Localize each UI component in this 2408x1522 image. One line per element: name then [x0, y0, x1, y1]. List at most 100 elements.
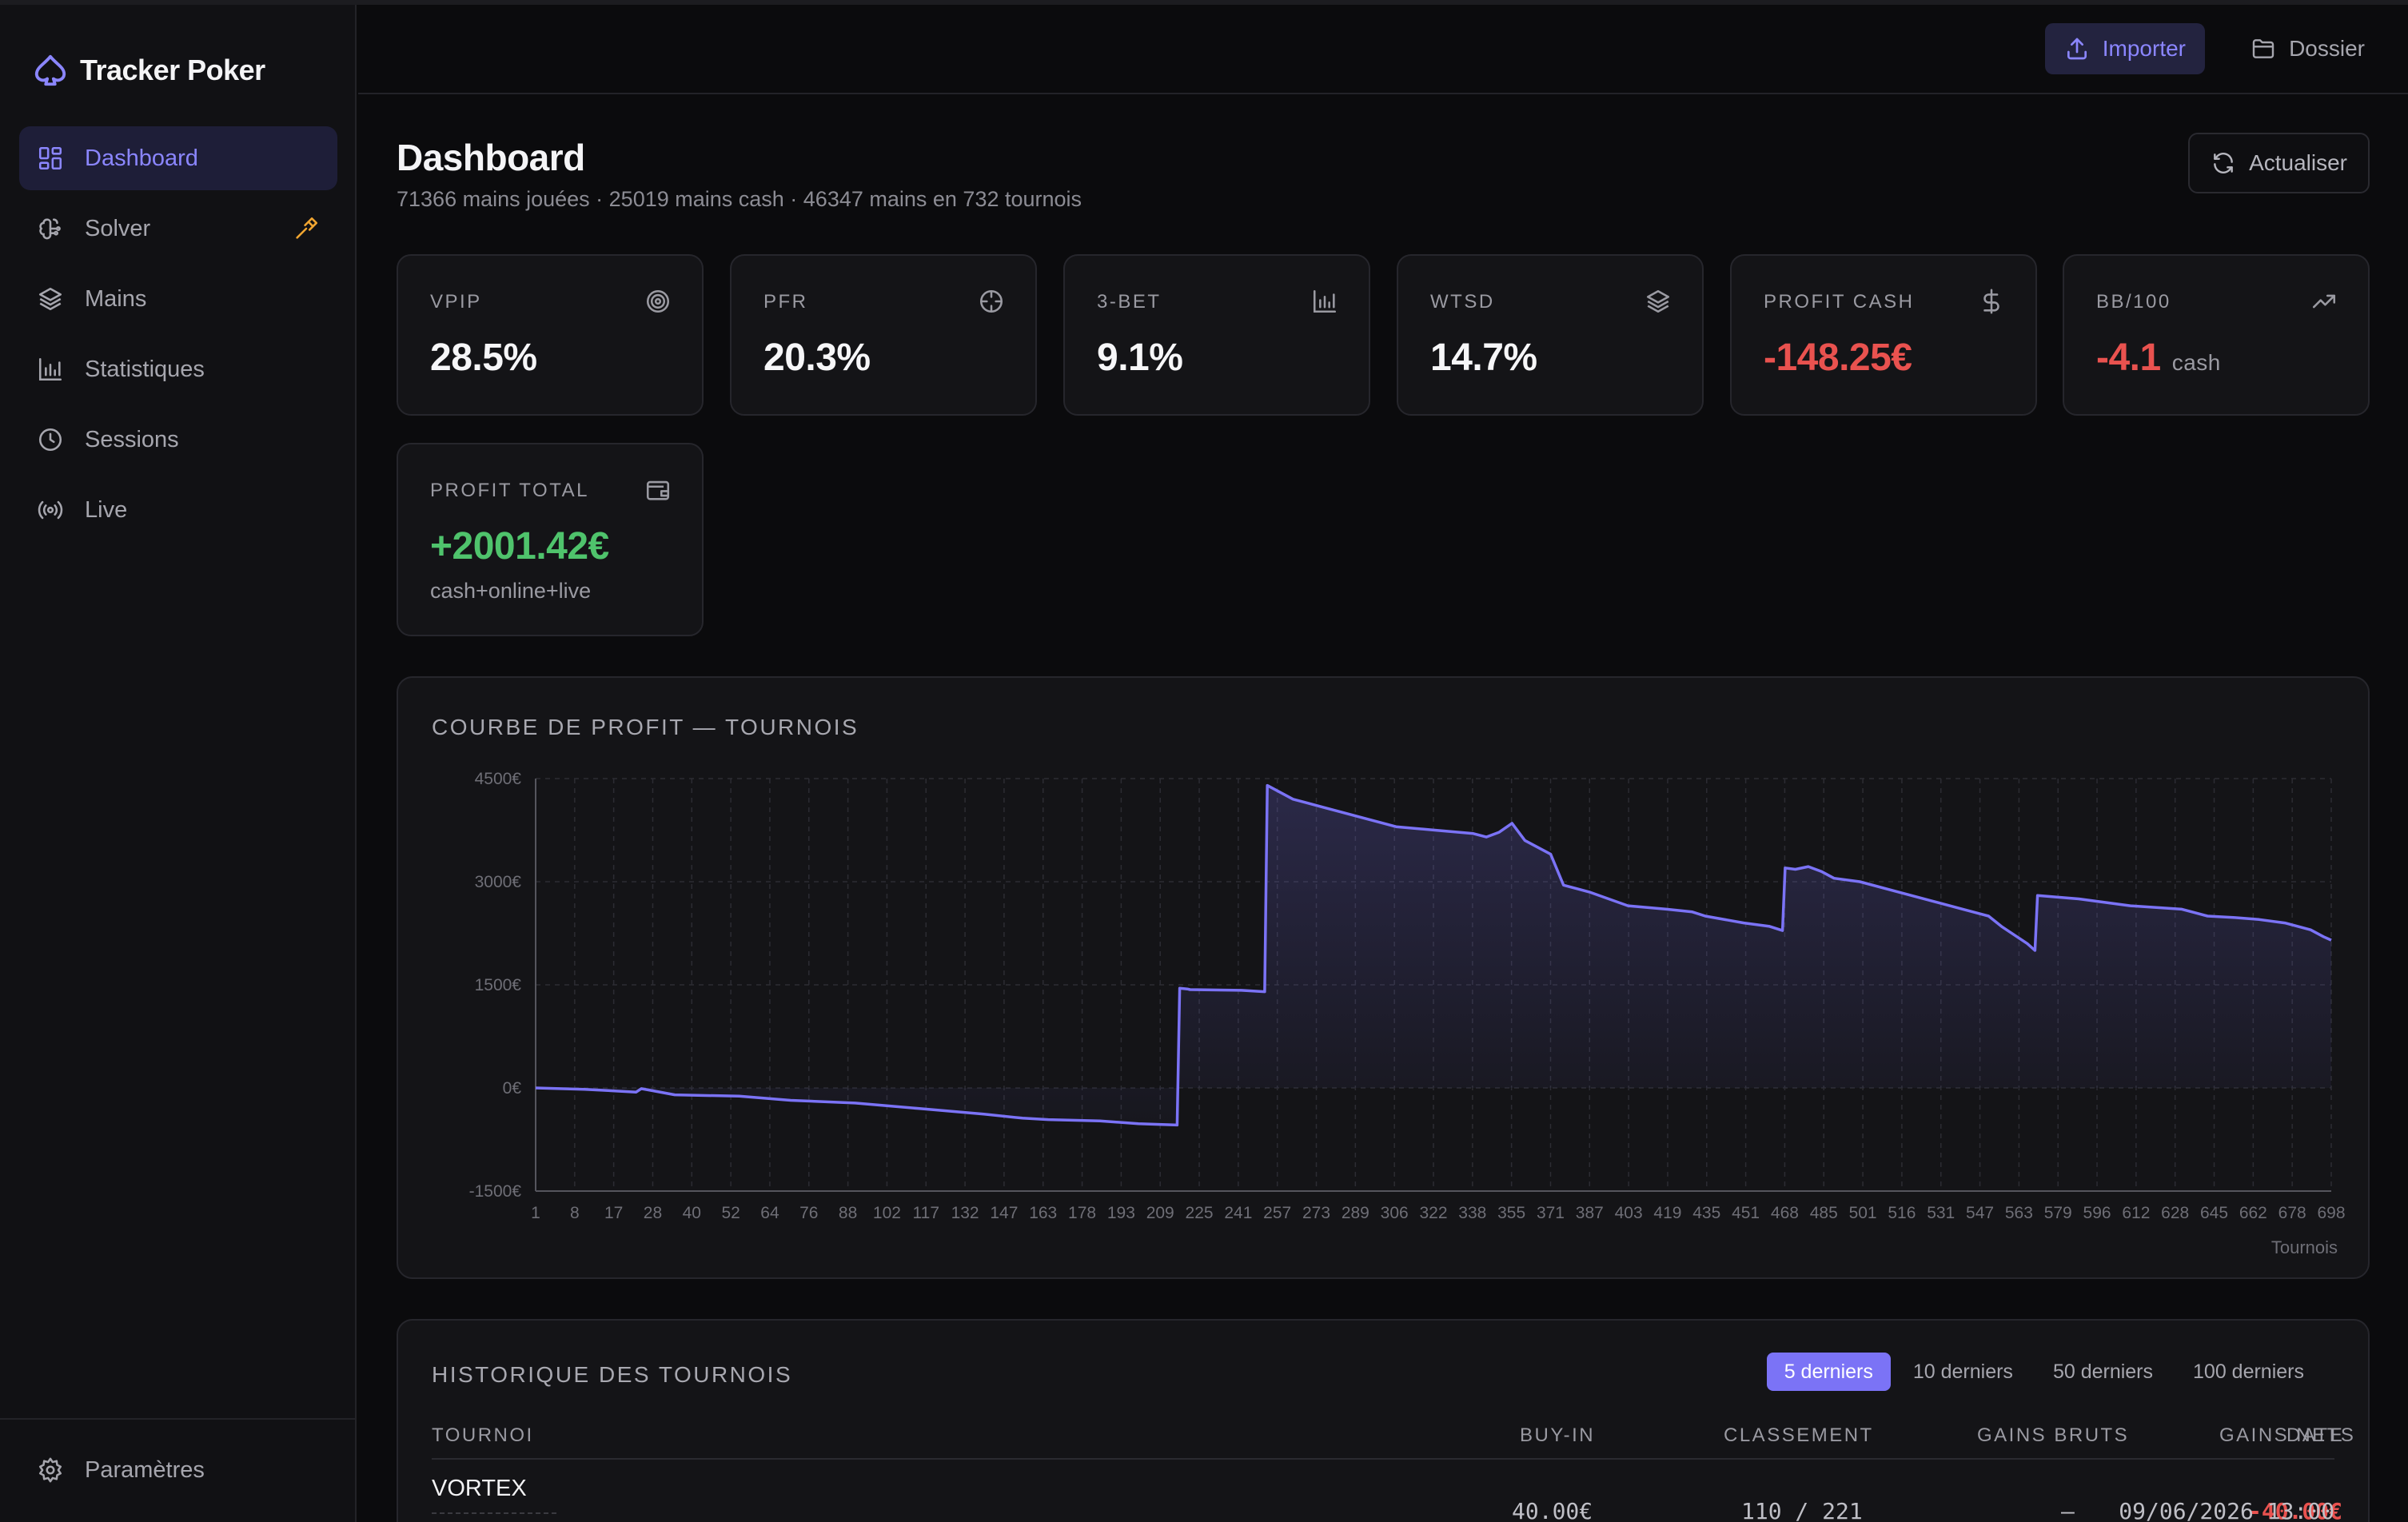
stat-value: 14.7% — [1430, 337, 1537, 379]
x-tick-label: 355 — [1497, 1204, 1525, 1222]
x-tick-label: 435 — [1692, 1204, 1720, 1222]
import-label: Importer — [2102, 36, 2186, 61]
x-tick-label: 40 — [683, 1204, 701, 1222]
x-tick-label: 419 — [1653, 1204, 1681, 1222]
stat-card-3bet: 3-BET 9.1% — [1063, 254, 1370, 416]
stat-label: WTSD — [1430, 291, 1495, 313]
tab-100-derniers[interactable]: 100 derniers — [2193, 1360, 2304, 1383]
x-tick-label: 338 — [1458, 1204, 1486, 1222]
sidebar-item-label: Statistiques — [85, 356, 205, 382]
x-tick-label: 698 — [2317, 1204, 2345, 1222]
y-tick-label: 4500€ — [475, 770, 522, 788]
sidebar-item-label: Dashboard — [85, 145, 198, 171]
stat-value: +2001.42€ — [430, 525, 609, 568]
crosshair-icon — [979, 289, 1003, 313]
tab-50-derniers[interactable]: 50 derniers — [2052, 1360, 2154, 1383]
x-tick-label: 451 — [1732, 1204, 1760, 1222]
column-header-gains-bruts[interactable]: GAINS BRUTS — [1977, 1424, 2130, 1446]
bar-chart-icon — [38, 357, 62, 381]
table-header-divider — [432, 1458, 2334, 1460]
y-tick-label: 1500€ — [475, 976, 522, 994]
stat-card-pfr: PFR 20.3% — [730, 254, 1037, 416]
folder-button[interactable]: Dossier — [2239, 23, 2376, 74]
x-tick-label: 468 — [1771, 1204, 1799, 1222]
x-tick-label: 322 — [1419, 1204, 1447, 1222]
x-tick-label: 628 — [2161, 1204, 2189, 1222]
tab-10-derniers[interactable]: 10 derniers — [1912, 1360, 2013, 1383]
sidebar-item-live[interactable]: Live — [19, 478, 337, 542]
tab-5-derniers[interactable]: 5 derniers — [1766, 1353, 1891, 1391]
stat-value: -4.1 cash — [2096, 336, 2221, 380]
x-tick-label: 289 — [1342, 1204, 1369, 1222]
column-header-tournoi[interactable]: TOURNOI — [432, 1424, 534, 1446]
x-tick-label: 579 — [2044, 1204, 2072, 1222]
x-tick-label: 76 — [799, 1204, 818, 1222]
import-button[interactable]: Importer — [2044, 23, 2205, 74]
sidebar-item-dashboard[interactable]: Dashboard — [19, 126, 337, 190]
column-header-classement[interactable]: CLASSEMENT — [1724, 1424, 1874, 1446]
profit-chart-panel: COURBE DE PROFIT — TOURNOIS 1 8 17 28 40 52 64… — [397, 676, 2370, 1279]
folder-icon — [2252, 39, 2274, 58]
sidebar-item-label: Sessions — [85, 426, 179, 452]
y-tick-label: -1500€ — [469, 1182, 522, 1201]
x-axis-label: Tournois — [2271, 1237, 2338, 1257]
window-top-border — [0, 0, 2408, 5]
profit-chart[interactable]: 1 8 17 28 40 52 64 76 88 102 117 132 147 163 178 193 209… — [398, 678, 2368, 1277]
page-subtitle: 71366 mains jouées · 25019 mains cash · … — [397, 187, 1082, 211]
x-tick-label: 306 — [1381, 1204, 1409, 1222]
x-tick-label: 88 — [839, 1204, 857, 1222]
x-tick-label: 371 — [1537, 1204, 1565, 1222]
stat-suffix: cash — [2171, 350, 2221, 375]
history-range-tabs: 5 derniers 10 derniers 50 derniers 100 d… — [1766, 1353, 2322, 1391]
sidebar-item-solver[interactable]: Solver — [19, 197, 337, 261]
x-tick-label: 596 — [2083, 1204, 2111, 1222]
x-tick-label: 102 — [873, 1204, 901, 1222]
x-tick-label: 193 — [1107, 1204, 1135, 1222]
x-tick-label: 17 — [604, 1204, 623, 1222]
sidebar-nav: Dashboard Solver Mains Statistiques Sess… — [19, 126, 337, 548]
x-tick-label: 117 — [913, 1204, 939, 1222]
x-tick-label: 225 — [1186, 1204, 1214, 1222]
spade-logo-icon — [34, 54, 66, 86]
folder-label: Dossier — [2289, 36, 2365, 61]
cell-net: -40.00€ — [2248, 1498, 2343, 1522]
column-header-date[interactable]: DATE — [2286, 1424, 2345, 1446]
history-title: HISTORIQUE DES TOURNOIS — [432, 1362, 793, 1387]
upload-icon — [2067, 38, 2087, 60]
x-tick-label: 612 — [2122, 1204, 2150, 1222]
stat-label: PROFIT TOTAL — [430, 480, 589, 501]
x-tick-label: 531 — [1927, 1204, 1955, 1222]
brand[interactable]: Tracker Poker — [32, 46, 265, 94]
x-tick-label: 273 — [1302, 1204, 1330, 1222]
y-tick-label: 0€ — [503, 1079, 522, 1098]
page-title: Dashboard — [397, 137, 585, 178]
stat-card-bb100: BB/100 -4.1 cash — [2063, 254, 2370, 416]
cell-buyin: 40.00€ — [1512, 1498, 1593, 1522]
column-header-buyin[interactable]: BUY-IN — [1520, 1424, 1596, 1446]
sidebar-item-parametres[interactable]: Paramètres — [37, 1456, 205, 1484]
x-tick-label: 132 — [951, 1204, 979, 1222]
chart-title: COURBE DE PROFIT — TOURNOIS — [432, 715, 859, 739]
x-tick-label: 678 — [2278, 1204, 2306, 1222]
stat-value: 28.5% — [430, 337, 537, 379]
stat-value: -148.25€ — [1764, 337, 1912, 379]
sidebar-item-mains[interactable]: Mains — [19, 267, 337, 331]
column-header-gains-nets[interactable]: GAINS NETS — [2219, 1424, 2356, 1446]
trending-up-icon — [2312, 294, 2336, 309]
cell-tournament-name: VORTEX — [432, 1476, 527, 1501]
sidebar-item-sessions[interactable]: Sessions — [19, 408, 337, 472]
refresh-button[interactable]: Actualiser — [2188, 133, 2370, 193]
x-tick-label: 241 — [1224, 1204, 1252, 1222]
x-tick-label: 387 — [1576, 1204, 1604, 1222]
x-tick-label: 163 — [1029, 1204, 1057, 1222]
stat-value: 20.3% — [763, 337, 871, 379]
x-tick-label: 178 — [1068, 1204, 1096, 1222]
x-tick-label: 52 — [721, 1204, 740, 1222]
gear-icon — [38, 1457, 62, 1483]
sidebar-item-statistiques[interactable]: Statistiques — [19, 337, 337, 401]
x-tick-label: 485 — [1810, 1204, 1838, 1222]
broadcast-icon — [38, 500, 63, 520]
stat-note: cash+online+live — [430, 579, 592, 603]
y-tick-label: 3000€ — [475, 873, 522, 891]
cell-tournament-sub — [432, 1512, 556, 1516]
